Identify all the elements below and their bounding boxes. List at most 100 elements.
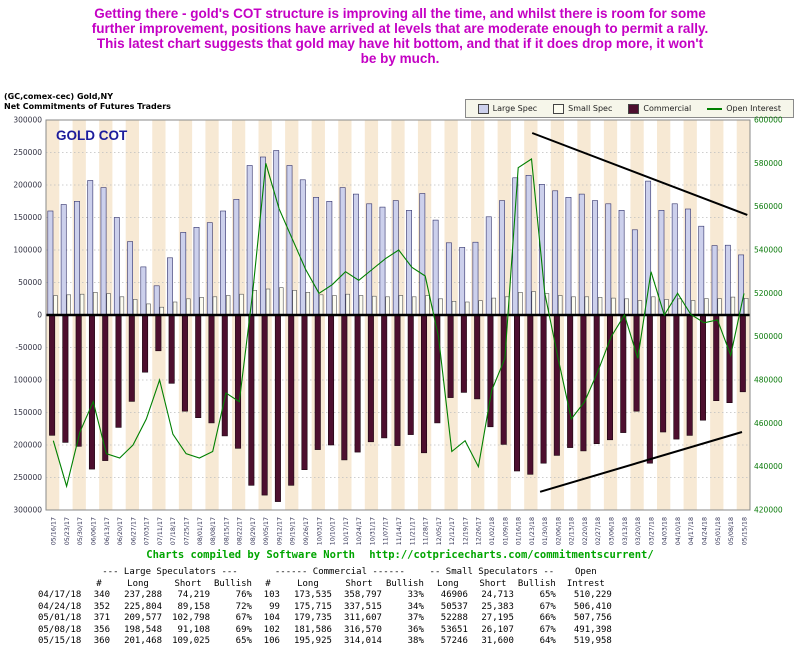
right-axis-label: 520000 <box>754 289 783 298</box>
table-row: 04/17/18 340 237,288 74,219 76% 103 173,535 358… <box>36 590 614 602</box>
bar-large-spec <box>233 199 240 316</box>
bar-small-spec <box>438 298 443 316</box>
table-column-header: Short <box>345 578 373 589</box>
bar-small-spec <box>597 297 603 316</box>
right-axis-label: 580000 <box>754 159 783 168</box>
x-axis-label: 03/20/18 <box>635 517 642 545</box>
bar-commercial <box>606 314 613 441</box>
bar-commercial <box>301 314 308 470</box>
bar-small-spec <box>491 297 497 316</box>
right-axis-label: 500000 <box>754 332 783 341</box>
bar-small-spec <box>478 300 483 316</box>
right-axis-label: 480000 <box>754 376 783 385</box>
left-axis-label: 300000 <box>13 506 42 515</box>
table-cell: 198,548 <box>124 624 162 635</box>
table-cell: 358,797 <box>344 590 382 600</box>
table-cell: 237,288 <box>124 590 162 600</box>
bar-commercial <box>673 314 680 440</box>
x-axis-label: 06/13/17 <box>104 517 111 545</box>
bar-small-spec <box>651 296 656 316</box>
table-cell: 25,383 <box>481 601 514 612</box>
bar-large-spec <box>485 216 492 316</box>
bar-large-spec <box>605 203 612 316</box>
x-axis-label: 01/16/18 <box>516 517 523 545</box>
table-cell: 33% <box>407 590 424 600</box>
table-cell: 74,219 <box>177 590 210 600</box>
bar-commercial <box>620 314 627 433</box>
left-axis-label: 0 <box>37 311 42 320</box>
bar-large-spec <box>512 177 519 316</box>
bar-large-spec <box>685 208 691 316</box>
footer-url-link[interactable]: http://cotpricecharts.com/commitmentscur… <box>369 549 654 561</box>
table-cell: 173,535 <box>294 590 332 600</box>
bar-small-spec <box>172 301 178 316</box>
x-axis-label: 01/02/18 <box>489 517 496 545</box>
right-axis-label: 460000 <box>754 419 783 428</box>
legend-item-open-interest: Open Interest <box>707 104 781 113</box>
table-column-header: Short <box>174 578 202 589</box>
bar-commercial <box>367 314 374 443</box>
lower-trendline <box>539 431 743 493</box>
table-cell: 26,107 <box>481 624 514 635</box>
bar-small-spec <box>53 295 58 316</box>
x-axis-label: 08/01/17 <box>197 517 204 545</box>
large-spec-swatch-icon <box>477 103 489 114</box>
table-row: 05/01/18 371 209,577 102,798 67% 104 179,735 31… <box>36 613 614 625</box>
chart-subtitle: Net Commitments of Futures Traders <box>4 101 171 111</box>
x-axis-label: 09/19/17 <box>290 517 297 545</box>
bar-commercial <box>460 314 467 393</box>
bar-large-spec <box>499 200 505 316</box>
table-row: 05/15/18 360 201,468 109,025 65% 106 195,925 31… <box>36 636 614 648</box>
bar-small-spec <box>411 296 417 316</box>
bar-large-spec <box>472 241 479 316</box>
x-axis-label: 06/06/17 <box>91 517 98 545</box>
bar-large-spec <box>711 245 718 316</box>
bar-large-spec <box>459 247 466 316</box>
bar-commercial <box>235 314 242 449</box>
table-cell: 102,798 <box>172 613 210 623</box>
table-cell: 201,468 <box>124 636 162 646</box>
table-cell: 510,229 <box>573 590 612 600</box>
legend-label: Open Interest <box>726 104 781 113</box>
x-axis-label: 10/10/17 <box>330 517 337 545</box>
right-axis-label: 600000 <box>754 116 783 125</box>
bar-large-spec <box>578 193 585 316</box>
table-cell: 46906 <box>440 590 468 600</box>
bar-small-spec <box>93 292 98 316</box>
bar-large-spec <box>432 219 439 316</box>
open-interest-line <box>52 158 745 489</box>
x-axis-label: 11/21/17 <box>409 517 416 545</box>
bar-small-spec <box>265 288 271 316</box>
table-cell: 103 <box>263 590 280 600</box>
bar-small-spec <box>66 294 71 316</box>
bar-small-spec <box>239 293 244 316</box>
x-axis-label: 05/01/18 <box>715 517 722 545</box>
x-axis-label: 08/29/17 <box>250 517 257 545</box>
table-cell: 181,586 <box>294 624 332 635</box>
x-axis-label: 11/14/17 <box>396 517 403 545</box>
bar-commercial <box>168 314 175 384</box>
x-axis-label: 04/17/18 <box>688 517 695 545</box>
bar-commercial <box>181 314 188 412</box>
table-row: 04/24/18 352 225,804 89,158 72% 99 175,715 337,… <box>36 602 614 614</box>
table-row: 05/08/18 356 198,548 91,108 69% 102 181,586 316… <box>36 625 614 637</box>
bar-small-spec <box>531 291 536 316</box>
left-axis-label: 200000 <box>13 441 42 450</box>
table-cell-date: 05/01/18 <box>38 613 82 623</box>
x-axis-label: 11/28/17 <box>423 517 430 545</box>
table-cell: 507,756 <box>573 613 612 623</box>
table-column-header: # <box>96 578 102 589</box>
table-cell: 64% <box>539 636 556 646</box>
chart-credit-footer: Charts compiled by Software North http:/… <box>0 549 800 561</box>
table-cell: 53651 <box>440 624 468 635</box>
bar-large-spec <box>193 227 200 316</box>
bar-small-spec <box>558 295 563 316</box>
bar-commercial <box>341 314 348 461</box>
table-cell: 66% <box>539 613 556 623</box>
table-cell: 314,014 <box>344 636 382 646</box>
bar-small-spec <box>225 295 231 316</box>
bar-small-spec <box>133 299 138 316</box>
bar-small-spec <box>305 292 311 316</box>
table-cell: 36% <box>407 624 424 635</box>
